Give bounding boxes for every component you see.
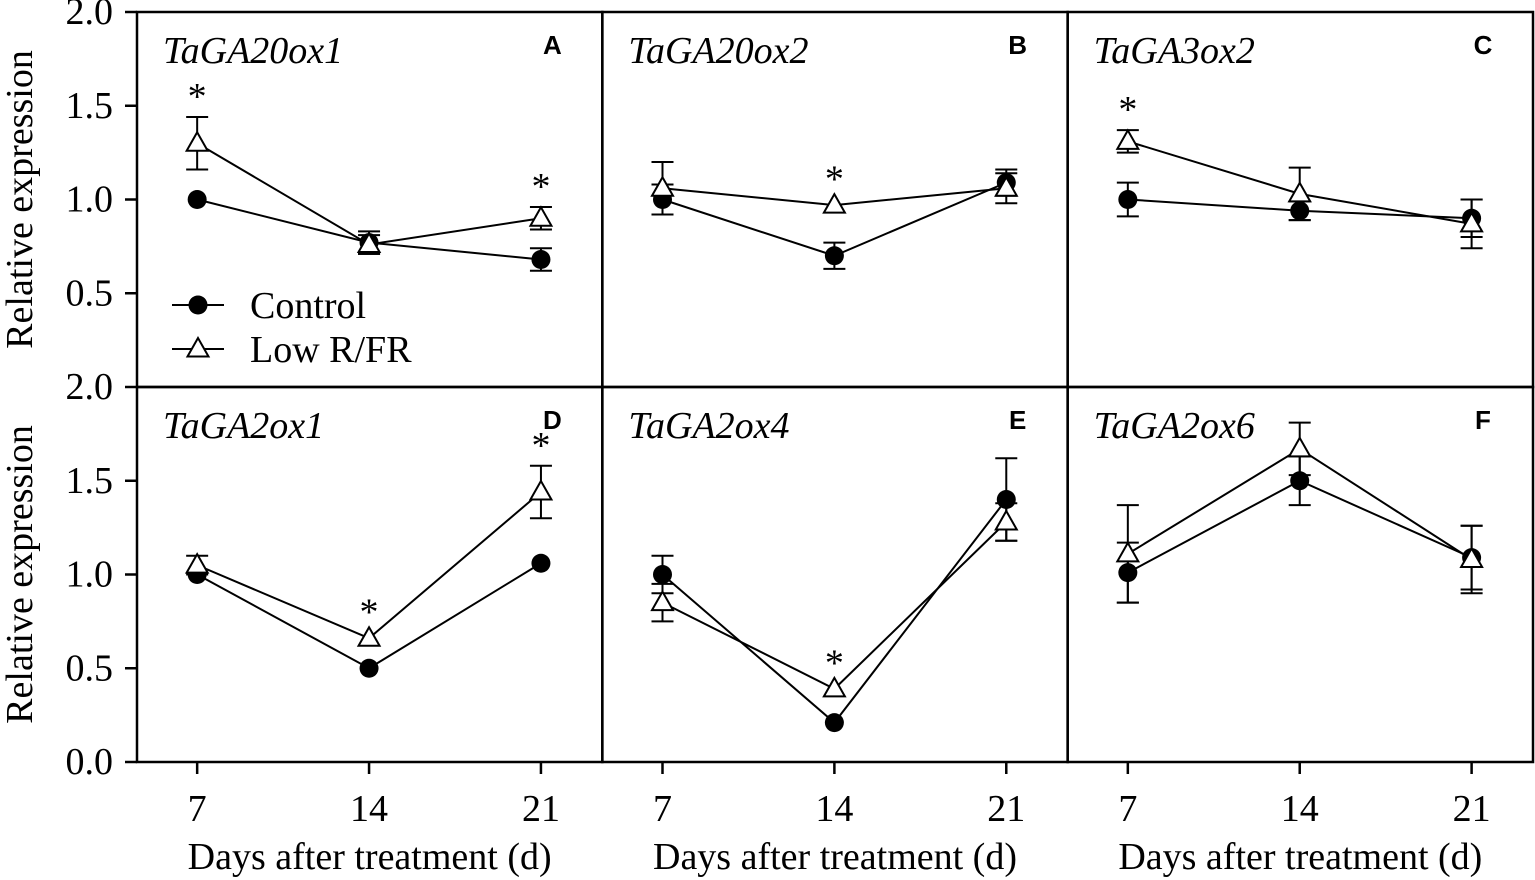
control-marker xyxy=(652,565,672,584)
low-rfr-marker xyxy=(528,478,554,501)
x-axis-label: Days after treatment (d) xyxy=(188,836,552,878)
significance-asterisk: * xyxy=(360,592,379,634)
control-marker xyxy=(1118,190,1138,209)
legend-low-rfr-label: Low R/FR xyxy=(250,329,412,371)
control-marker xyxy=(996,490,1016,509)
low-rfr-marker xyxy=(1115,540,1141,563)
panel-f: TaGA2ox6 F xyxy=(1066,385,1535,764)
control-marker xyxy=(1290,201,1310,221)
control-marker xyxy=(531,553,551,573)
low-rfr-marker xyxy=(1459,546,1484,568)
axes: 2.0 1.5 1.0 0.5 Relative expression 2.0 1.5 1.0… xyxy=(0,0,1491,878)
low-rfr-marker xyxy=(822,675,847,698)
legend-low-rfr-marker xyxy=(185,335,211,358)
panel-e: TaGA2ox4 E * xyxy=(601,385,1069,764)
control-marker xyxy=(824,713,844,733)
panel-label: D xyxy=(543,405,562,435)
y-tick-label: 2.0 xyxy=(66,0,114,33)
control-marker xyxy=(1290,471,1310,491)
significance-asterisk: * xyxy=(825,159,844,201)
x-tick-label: 7 xyxy=(1118,788,1137,830)
low-rfr-marker xyxy=(1115,128,1141,150)
control-marker xyxy=(824,246,844,266)
low-rfr-marker xyxy=(356,231,382,253)
low-rfr-marker xyxy=(650,589,675,612)
significance-asterisk: * xyxy=(531,425,550,467)
panel-title: TaGA20ox1 xyxy=(163,30,343,72)
control-marker xyxy=(531,250,551,269)
significance-asterisk: * xyxy=(188,76,207,118)
y-axis-label: Relative expression xyxy=(0,50,41,349)
x-tick-label: 14 xyxy=(815,788,853,830)
low-rfr-marker xyxy=(994,175,1019,197)
low-rfr-marker xyxy=(356,625,382,647)
x-axis-label: Days after treatment (d) xyxy=(1118,836,1482,878)
low-rfr-marker xyxy=(1459,210,1484,233)
x-tick-label: 14 xyxy=(1281,788,1319,830)
panel-label: C xyxy=(1474,30,1493,60)
control-marker xyxy=(1118,563,1138,583)
panel-label: A xyxy=(543,30,562,60)
y-axis-label: Relative expression xyxy=(0,425,41,724)
x-tick-label: 21 xyxy=(522,788,560,830)
low-rfr-marker xyxy=(650,175,675,197)
panel-title: TaGA2ox4 xyxy=(628,405,789,447)
low-rfr-marker xyxy=(994,508,1019,531)
significance-asterisk: * xyxy=(825,642,844,684)
panel-frame xyxy=(1066,385,1535,764)
panel-c: TaGA3ox2 C * xyxy=(1066,10,1535,389)
panel-d: TaGA2ox1 D** xyxy=(135,385,604,764)
legend-control-marker xyxy=(188,295,208,315)
panel-title: TaGA2ox1 xyxy=(163,405,324,447)
x-tick-label: 21 xyxy=(987,788,1025,830)
y-tick-label: 2.0 xyxy=(66,366,114,408)
low-rfr-marker xyxy=(528,205,554,227)
low-rfr-marker xyxy=(1287,180,1312,203)
y-tick-label: 1.0 xyxy=(66,179,114,221)
x-tick-label: 14 xyxy=(350,788,388,830)
significance-asterisk: * xyxy=(531,166,550,208)
x-tick-label: 7 xyxy=(653,788,672,830)
legend-control-label: Control xyxy=(250,285,366,327)
panel-title: TaGA3ox2 xyxy=(1094,30,1255,72)
low-rfr-marker xyxy=(184,552,210,574)
panel-title: TaGA2ox6 xyxy=(1094,405,1255,447)
panel-title: TaGA20ox2 xyxy=(628,30,808,72)
low-rfr-marker xyxy=(184,130,210,152)
low-rfr-marker xyxy=(1287,435,1312,458)
significance-asterisk: * xyxy=(1118,89,1137,131)
control-marker xyxy=(359,658,379,678)
y-tick-label: 0.5 xyxy=(66,272,114,314)
panel-label: B xyxy=(1008,30,1027,60)
low-rfr-line xyxy=(196,142,542,246)
panel-label: E xyxy=(1009,405,1026,435)
y-tick-label: 0.0 xyxy=(66,741,114,783)
panel-b: TaGA20ox2 B * xyxy=(601,10,1069,389)
y-tick-label: 0.5 xyxy=(66,647,114,689)
panel-label: F xyxy=(1475,405,1491,435)
x-tick-label: 21 xyxy=(1453,788,1491,830)
y-tick-label: 1.0 xyxy=(66,554,114,596)
low-rfr-marker xyxy=(822,192,847,214)
x-tick-label: 7 xyxy=(188,788,207,830)
x-axis-label: Days after treatment (d) xyxy=(653,836,1017,878)
y-tick-label: 1.5 xyxy=(66,85,114,127)
y-tick-label: 1.5 xyxy=(66,460,114,502)
control-marker xyxy=(187,190,207,209)
